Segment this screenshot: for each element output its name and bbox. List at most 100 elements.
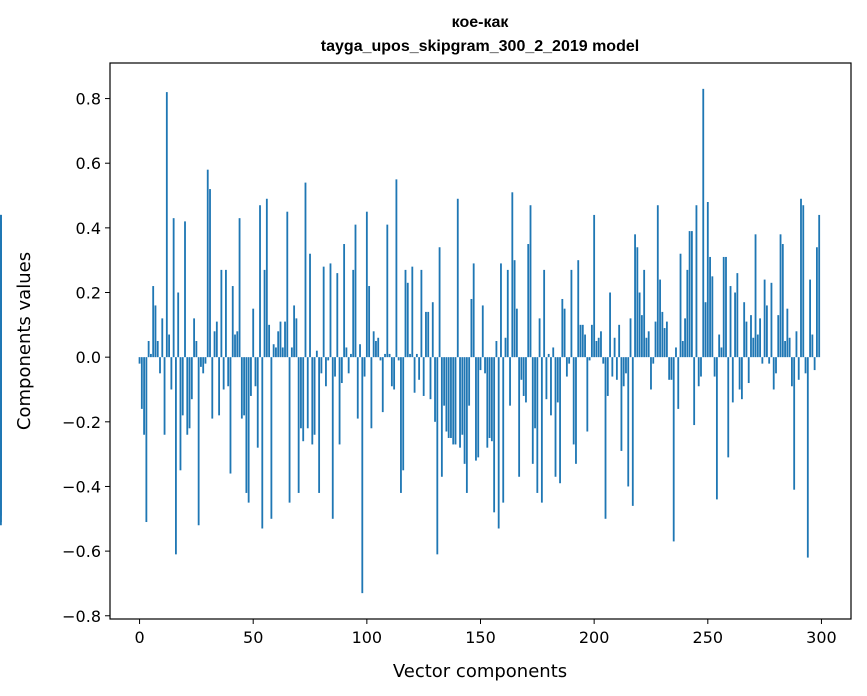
bar-component-214 [625, 357, 627, 374]
bar-component-58 [270, 357, 273, 519]
bar-component-236 [675, 347, 677, 358]
bar-component-229 [659, 279, 661, 358]
bar-component-223 [645, 337, 648, 358]
y-axis-label: Components values [14, 252, 35, 430]
bar-component-94 [352, 269, 355, 358]
bar-component-127 [427, 311, 430, 358]
bar-component-74 [306, 357, 309, 429]
bar-component-46 [243, 357, 246, 416]
bar-component-226 [652, 357, 655, 364]
bar-component-22 [188, 357, 191, 429]
y-tick-label: −0.6 [62, 542, 101, 561]
bar-component-190 [570, 269, 573, 358]
bar-component-133 [440, 357, 443, 477]
bar-component-296 [811, 334, 814, 358]
bar-component-105 [377, 337, 380, 358]
bar-component-56 [265, 198, 268, 358]
bar-component-15 [172, 218, 175, 358]
bar-component-95 [354, 224, 357, 358]
bar-component-60 [275, 347, 277, 358]
bar-component-36 [220, 269, 223, 358]
bar-component-189 [568, 357, 571, 364]
bar-component-70 [297, 357, 300, 493]
bar-component-275 [763, 279, 766, 358]
bar-component-245 [695, 205, 698, 358]
bar-component-53 [259, 205, 261, 358]
bar-component-157 [495, 341, 498, 358]
bar-component-31 [209, 189, 211, 358]
x-tick-label: 150 [465, 628, 496, 647]
x-tick-label: 200 [579, 628, 610, 647]
bar-component-257 [722, 256, 725, 358]
bars-group [0, 88, 821, 594]
bar-component-100 [365, 211, 368, 358]
bar-component-221 [640, 315, 643, 358]
bar-component-27 [200, 357, 202, 367]
bar-component-99 [363, 357, 366, 377]
bar-component-0 [138, 357, 141, 364]
bar-component-111 [390, 357, 393, 387]
bar-component-260 [729, 286, 732, 358]
y-axis-ticks: −0.8 −0.6 −0.4 −0.2 0.0 0.2 0.4 0.6 0.8 [62, 90, 110, 626]
bar-component-148 [475, 357, 477, 461]
bar-component-255 [718, 334, 721, 358]
bar-component-19 [181, 357, 184, 416]
bar-component-44 [238, 218, 241, 358]
bar-component-123 [418, 357, 421, 380]
bar-component-179 [545, 357, 548, 400]
bar-component-204 [602, 357, 605, 364]
x-tick-label: 300 [806, 628, 837, 647]
bar-component-167 [518, 357, 521, 477]
bar-component-265 [740, 357, 743, 400]
bar-component-88 [338, 357, 341, 445]
bar-component-237 [677, 357, 680, 409]
bar-component-147 [472, 263, 475, 358]
bar-component-235 [672, 357, 675, 542]
bar-component-137 [450, 357, 452, 438]
bar-component-219 [636, 247, 639, 358]
bar-component-254 [715, 357, 718, 500]
bar-component-258 [725, 256, 727, 358]
bar-component-231 [663, 328, 666, 358]
bar-component-41 [231, 286, 234, 358]
bar-component-192 [575, 357, 577, 464]
bar-component-131 [436, 357, 439, 555]
bar-component-230 [661, 311, 664, 358]
bar-component-124 [420, 269, 423, 358]
bar-component-92 [347, 357, 350, 374]
bar-component-253 [713, 357, 716, 377]
bar-component-248 [702, 88, 705, 358]
bar-component-121 [413, 357, 416, 393]
bar-component-178 [543, 269, 546, 358]
bar-component-277 [768, 357, 771, 364]
bar-component-203 [600, 331, 602, 358]
bar-component-247 [700, 357, 702, 377]
bar-component-145 [468, 357, 471, 406]
bar-component-241 [686, 269, 689, 358]
bar-component-154 [488, 357, 491, 438]
bar-component-191 [572, 357, 575, 445]
bar-component-170 [525, 357, 527, 403]
bar-component-113 [395, 179, 398, 358]
bar-component-172 [529, 205, 532, 358]
bar-component-55 [263, 269, 266, 358]
bar-component-211 [618, 324, 621, 358]
bar-component-282 [779, 234, 782, 358]
bar-component-2 [143, 357, 146, 435]
bar-component-101 [368, 286, 371, 358]
bar-component-126 [425, 311, 427, 358]
bar-component-122 [415, 353, 418, 358]
bar-component-186 [561, 298, 564, 358]
bar-component-76 [311, 357, 314, 445]
bar-component-239 [681, 341, 684, 358]
bar-component-297 [813, 357, 816, 371]
bar-component-295 [809, 279, 811, 358]
bar-component-57 [268, 324, 271, 358]
bar-component-82 [325, 357, 327, 387]
bar-component-272 [756, 334, 759, 358]
bar-component-104 [375, 341, 377, 358]
bar-component-228 [656, 205, 659, 358]
bar-component-35 [218, 357, 221, 416]
bar-component-268 [747, 357, 750, 384]
